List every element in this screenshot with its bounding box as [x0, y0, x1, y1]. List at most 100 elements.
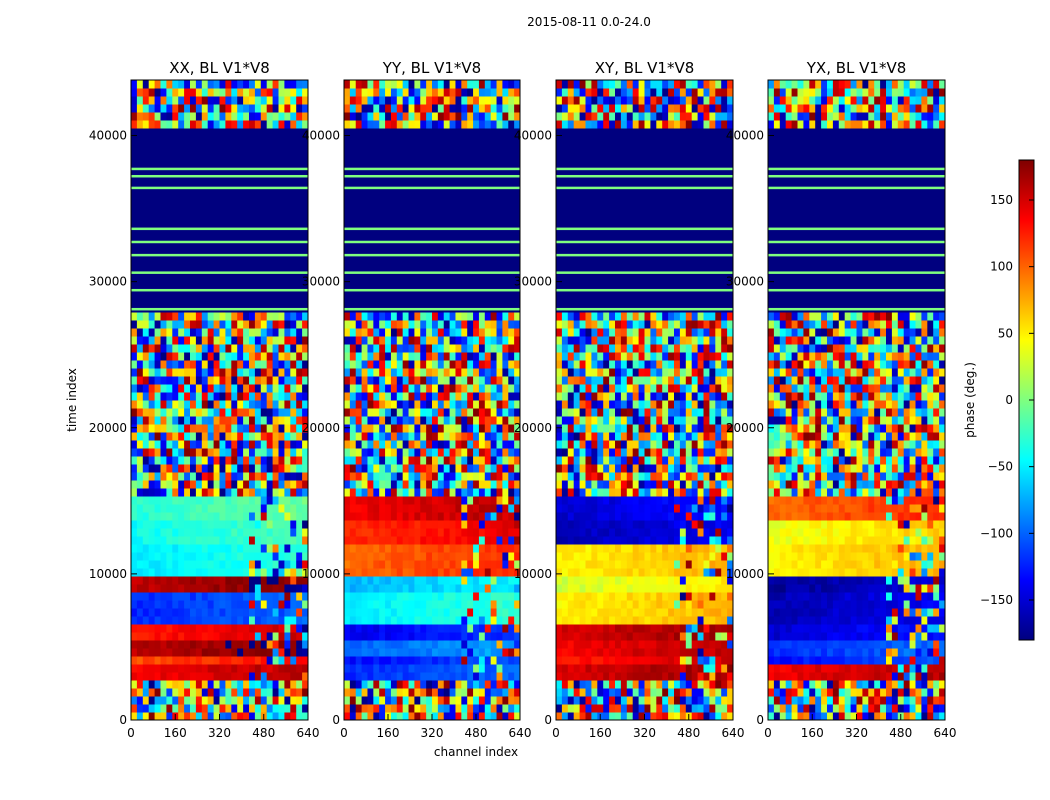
heatmap-cell — [662, 376, 669, 385]
heatmap-cell — [213, 640, 220, 649]
heatmap-cell — [620, 352, 628, 361]
heatmap-cell — [674, 672, 681, 681]
heatmap-cell — [154, 480, 161, 489]
heatmap-cell — [219, 672, 226, 681]
heatmap-cell — [426, 616, 433, 625]
heatmap-cell — [131, 680, 138, 689]
heatmap-cell — [154, 704, 161, 713]
heatmap-cell — [644, 392, 651, 401]
heatmap-cell — [609, 496, 616, 505]
heatmap-cell — [190, 352, 197, 361]
heatmap-cell — [231, 656, 238, 665]
heatmap-cell — [473, 520, 480, 529]
heatmap-cell — [414, 344, 421, 353]
heatmap-cell — [467, 616, 474, 625]
heatmap-cell — [697, 608, 704, 617]
heatmap-cell — [201, 440, 209, 449]
heatmap-cell — [567, 648, 575, 657]
heatmap-cell — [195, 608, 203, 617]
heatmap-cell — [225, 576, 232, 585]
heatmap-cell — [556, 656, 563, 665]
heatmap-cell — [178, 352, 185, 361]
heatmap-cell — [260, 640, 268, 649]
heatmap-cell — [225, 376, 232, 385]
heatmap-cell — [213, 656, 220, 665]
panel-title: XY, BL V1*V8 — [595, 59, 695, 77]
heatmap-cell — [266, 80, 274, 89]
heatmap-cell — [154, 600, 161, 609]
heatmap-cell — [142, 536, 150, 545]
heatmap-cell — [414, 360, 421, 369]
heatmap-cell — [278, 328, 285, 337]
heatmap-cell — [254, 504, 262, 513]
heatmap-cell — [615, 568, 622, 577]
heatmap-cell — [585, 416, 592, 425]
heatmap-cell — [160, 360, 167, 369]
heatmap-cell — [567, 408, 575, 417]
heatmap-cell — [207, 608, 215, 617]
heatmap-cell — [496, 120, 503, 129]
heatmap-cell — [201, 392, 209, 401]
heatmap-cell — [609, 632, 616, 641]
heatmap-cell — [585, 504, 592, 513]
heatmap-cell — [160, 328, 167, 337]
heatmap-cell — [367, 432, 374, 441]
heatmap-cell — [432, 88, 439, 97]
heatmap-cell — [361, 480, 368, 489]
heatmap-cell — [379, 544, 386, 553]
heatmap-cell — [691, 520, 699, 529]
heatmap-cell — [561, 552, 569, 561]
heatmap-cell — [290, 648, 297, 657]
heatmap-cell — [473, 112, 480, 121]
heatmap-cell — [349, 344, 357, 353]
heatmap-cell — [266, 664, 274, 673]
heatmap-cell — [166, 520, 173, 529]
heatmap-cell — [727, 480, 733, 489]
heatmap-cell — [597, 512, 604, 521]
heatmap-cell — [721, 648, 728, 657]
heatmap-cell — [385, 344, 392, 353]
heatmap-cell — [195, 472, 203, 481]
heatmap-cell — [496, 408, 503, 417]
heatmap-cell — [432, 440, 439, 449]
heatmap-cell — [727, 464, 733, 473]
heatmap-cell — [408, 616, 415, 625]
heatmap-cell — [290, 656, 297, 665]
heatmap-cell — [284, 608, 291, 617]
heatmap-cell — [426, 392, 433, 401]
heatmap-cell — [496, 648, 503, 657]
heatmap-cell — [674, 544, 681, 553]
heatmap-cell — [727, 608, 733, 617]
heatmap-cell — [478, 456, 486, 465]
heatmap-cell — [573, 480, 581, 489]
heatmap-cell — [697, 528, 704, 537]
heatmap-cell — [260, 312, 268, 321]
heatmap-cell — [461, 576, 468, 585]
heatmap-cell — [437, 688, 445, 697]
heatmap-cell — [414, 432, 421, 441]
heatmap-cell — [467, 488, 474, 497]
heatmap-cell — [136, 560, 144, 569]
heatmap-cell — [567, 568, 575, 577]
heatmap-cell — [385, 480, 392, 489]
heatmap-cell — [184, 544, 191, 553]
heatmap-cell — [272, 640, 279, 649]
heatmap-cell — [715, 672, 722, 681]
heatmap-cell — [473, 352, 480, 361]
heatmap-cell — [349, 112, 357, 121]
heatmap-cell — [373, 528, 380, 537]
heatmap-cell — [207, 360, 215, 369]
heatmap-cell — [349, 368, 357, 377]
heatmap-cell — [709, 480, 716, 489]
heatmap-cell — [449, 576, 456, 585]
heatmap-cell — [344, 480, 351, 489]
heatmap-cell — [467, 96, 474, 105]
heatmap-cell — [266, 712, 274, 720]
heatmap-cell — [556, 520, 563, 529]
heatmap-cell — [591, 448, 598, 457]
heatmap-cell — [561, 408, 569, 417]
heatmap-cell — [579, 568, 586, 577]
heatmap-cell — [166, 80, 173, 89]
heatmap-cell — [254, 616, 262, 625]
heatmap-cell — [367, 440, 374, 449]
